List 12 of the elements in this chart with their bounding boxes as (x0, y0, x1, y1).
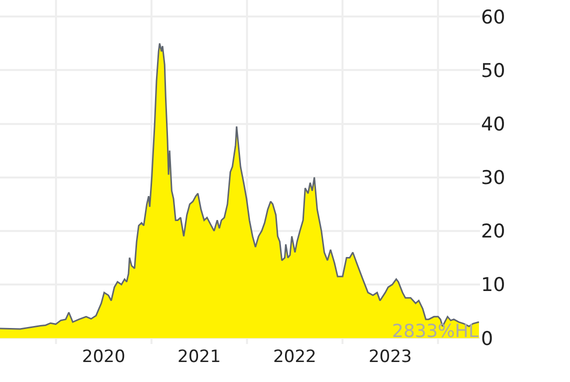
y-tick-label: 50 (481, 60, 506, 82)
y-tick-label: 20 (481, 220, 506, 243)
y-tick-label: 30 (481, 167, 506, 190)
x-tick-label: 2023 (368, 347, 412, 367)
y-tick-label: 60 (481, 6, 506, 28)
x-tick-label: 2021 (178, 347, 221, 367)
annotation: 2833%HL (392, 321, 478, 342)
x-tick-label: 2020 (82, 347, 126, 367)
x-tick-label: 2022 (273, 347, 316, 367)
y-tick-label: 0 (481, 328, 494, 350)
y-tick-label: 10 (481, 274, 506, 296)
y-tick-label: 40 (481, 113, 506, 136)
